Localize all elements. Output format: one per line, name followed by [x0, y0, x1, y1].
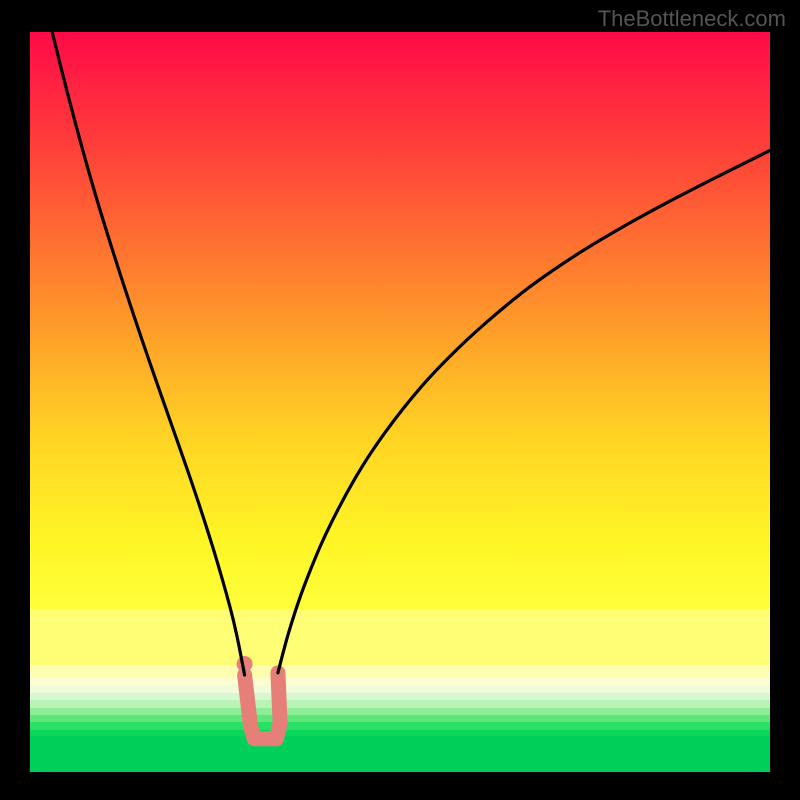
- gradient-band-7: [30, 715, 770, 722]
- gradient-zone-main: [30, 32, 770, 609]
- chart-plot-area: [30, 32, 770, 772]
- gradient-band-2: [30, 678, 770, 685]
- watermark-text: TheBottleneck.com: [598, 6, 786, 32]
- gradient-band-0: [30, 609, 770, 665]
- gradient-band-4: [30, 693, 770, 700]
- gradient-band-6: [30, 708, 770, 715]
- chart-background-gradient: [30, 32, 770, 772]
- gradient-band-5: [30, 700, 770, 707]
- gradient-band-1: [30, 665, 770, 678]
- gradient-band-8: [30, 722, 770, 729]
- gradient-band-3: [30, 685, 770, 692]
- gradient-band-10: [30, 736, 770, 772]
